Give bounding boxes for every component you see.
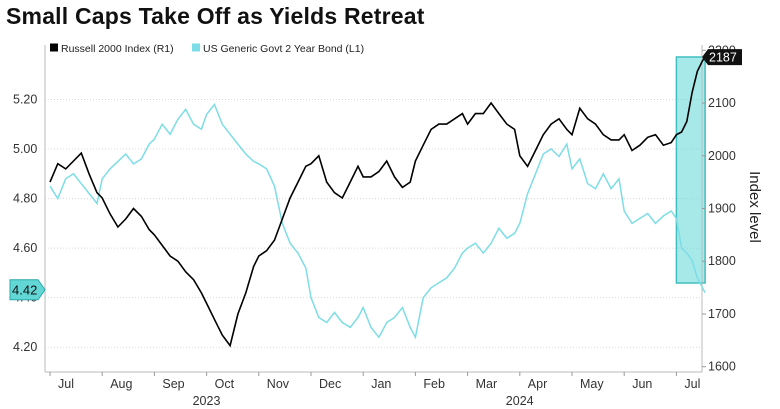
x-tick-label: Feb <box>423 377 445 391</box>
x-axis-ticks: Jul Aug Sep Oct Nov Dec Jan Feb Mar Apr May Jun Jul 2… <box>49 372 700 408</box>
badge-shape-bond <box>9 279 46 301</box>
x-tick-label: Mar <box>476 377 498 391</box>
badge-shape-russell <box>702 49 742 66</box>
x-tick-label: Nov <box>267 377 290 391</box>
left-tick-label: 4.60 <box>13 241 37 255</box>
legend-label-russell-2000: Russell 2000 Index (R1) <box>61 43 174 55</box>
left-tick-label: 4.20 <box>13 340 37 354</box>
chart-title: Small Caps Take Off as Yields Retreat <box>6 3 425 29</box>
right-tick-label: 1600 <box>708 360 736 374</box>
x-year-label: 2023 <box>193 394 221 408</box>
x-tick-label: Sep <box>162 377 184 391</box>
legend-swatch-us-2y-bond <box>192 43 200 52</box>
left-tick-label: 4.80 <box>13 192 37 206</box>
right-last-value-badge: 2187 <box>702 49 742 66</box>
x-tick-label: Jul <box>58 377 74 391</box>
legend-label-us-2y-bond: US Generic Govt 2 Year Bond (L1) <box>203 43 364 55</box>
x-year-label: 2024 <box>506 394 534 408</box>
right-axis-ticks: 1600170018001900200021002200 <box>702 43 736 374</box>
x-tick-label: Oct <box>215 377 235 391</box>
highlight-box <box>675 56 706 284</box>
legend-swatch-russell-2000 <box>50 43 58 52</box>
x-tick-label: Jun <box>632 377 652 391</box>
left-tick-label: 5.00 <box>13 142 37 156</box>
right-tick-label: 1900 <box>708 202 736 216</box>
legend-box <box>46 40 401 55</box>
right-tick-label: 2100 <box>708 96 736 110</box>
badge-value-bond: 4.42 <box>12 283 37 298</box>
left-axis-ticks: 4.204.404.604.805.005.20 <box>13 93 37 355</box>
right-tick-label: 1700 <box>708 307 736 321</box>
x-tick-label: Jul <box>684 377 700 391</box>
badge-value-russell: 2187 <box>709 51 737 65</box>
right-axis-label: Index level <box>746 171 763 243</box>
x-tick-label: May <box>580 377 604 391</box>
x-tick-label: Dec <box>319 377 341 391</box>
x-tick-label: Jan <box>371 377 391 391</box>
left-last-value-badge: 4.42 <box>9 279 46 301</box>
x-tick-label: Aug <box>110 377 132 391</box>
left-tick-label: 5.20 <box>13 93 37 107</box>
gridlines <box>45 99 702 348</box>
series-line-us-2y-bond <box>49 103 706 340</box>
series-line-russell-2000 <box>49 56 706 348</box>
x-tick-label: Apr <box>528 377 547 391</box>
right-tick-label: 2000 <box>708 149 736 163</box>
right-tick-label: 1800 <box>708 254 736 268</box>
legend: Russell 2000 Index (R1) US Generic Govt … <box>46 40 401 55</box>
